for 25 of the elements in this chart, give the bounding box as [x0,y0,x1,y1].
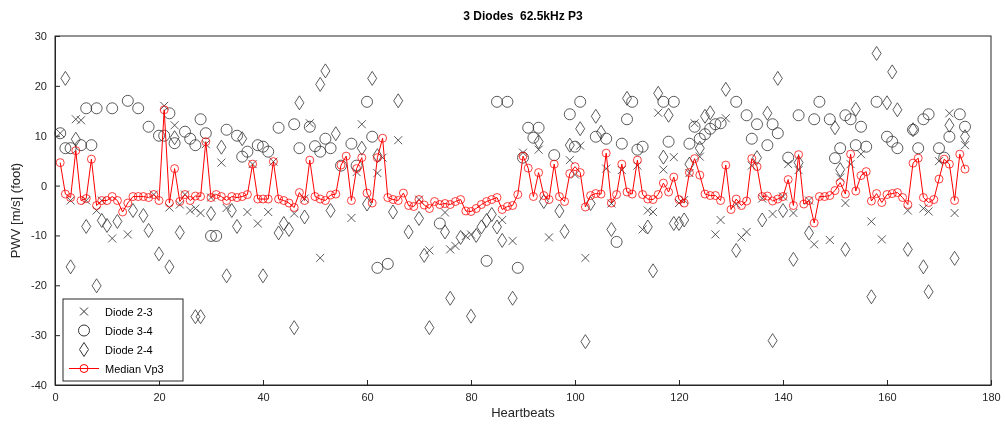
x-tick-label: 80 [465,390,478,403]
legend-label: Median Vp3 [105,362,164,375]
legend-label: Diode 2-4 [105,343,153,356]
x-tick-label: 40 [257,390,270,403]
x-tick-label: 160 [878,390,897,403]
legend-label: Diode 3-4 [105,324,153,337]
y-tick-label: 0 [40,179,47,192]
x-tick-label: 100 [566,390,585,403]
y-tick-label: 30 [34,30,47,43]
y-axis-title: PWV [m/s] (foot) [8,162,23,259]
legend-label: Diode 2-3 [105,305,153,318]
y-tick-label: 10 [34,129,47,142]
y-tick-label: -20 [31,279,47,292]
y-tick-label: -10 [31,229,47,242]
y-tick-label: -40 [31,379,47,392]
x-tick-label: 120 [670,390,689,403]
x-tick-label: 0 [52,390,59,403]
x-tick-label: 140 [774,390,793,403]
y-tick-label: -30 [31,329,47,342]
x-tick-label: 20 [153,390,166,403]
y-tick-label: 20 [34,79,47,92]
x-tick-label: 180 [982,390,1001,403]
x-axis-title: Heartbeats [491,405,556,420]
chart-title: 3 Diodes 62.5kHz P3 [463,9,584,23]
x-tick-label: 60 [361,390,374,403]
